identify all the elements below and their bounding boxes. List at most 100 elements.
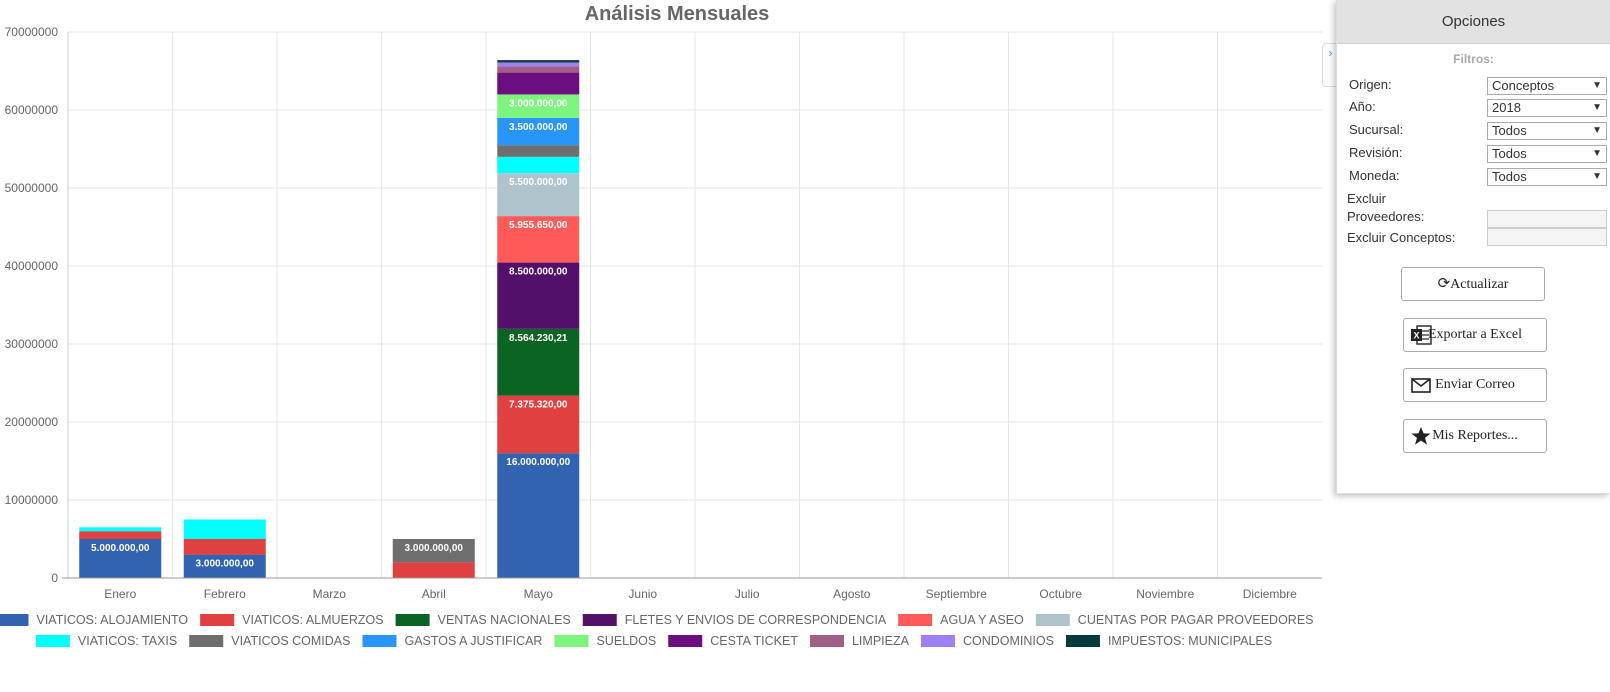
bar-segment[interactable] — [497, 453, 580, 578]
legend-item[interactable]: IMPUESTOS: MUNICIPALES — [1065, 634, 1272, 648]
bar-segment[interactable] — [392, 562, 475, 578]
excluir-conceptos-input[interactable] — [1487, 228, 1607, 246]
excluir-proveedores-input[interactable] — [1487, 210, 1607, 228]
svg-text:X: X — [1413, 331, 1419, 341]
x-tick-label: Febrero — [204, 587, 246, 601]
x-tick-label: Abril — [422, 587, 446, 601]
dropdown-arrow-icon: ▼ — [1592, 148, 1602, 159]
bar-segment[interactable] — [183, 519, 266, 540]
bar-segment[interactable] — [497, 60, 580, 63]
legend-item[interactable]: CESTA TICKET — [668, 634, 798, 648]
bar-segment[interactable] — [497, 395, 580, 454]
legend-swatch — [1065, 635, 1100, 647]
bar-segment[interactable] — [497, 145, 580, 157]
data-label: 3.000.000,00 — [509, 98, 568, 109]
legend-label: VIATICOS: TAXIS — [78, 634, 177, 648]
anio-label: Año: — [1349, 99, 1376, 114]
chart-title: Análisis Mensuales — [585, 3, 770, 25]
enviar-correo-button[interactable]: Enviar Correo — [1403, 368, 1547, 402]
exportar-excel-button[interactable]: X Exportar a Excel — [1403, 318, 1547, 352]
bar-segment[interactable] — [497, 117, 580, 146]
chart-axes: 0 10000000 20000000 30000000 40000000 5000000… — [5, 25, 1322, 601]
anio-select[interactable]: 2018 ▼ — [1487, 99, 1607, 117]
x-tick-label: Octubre — [1039, 587, 1082, 601]
legend-item[interactable]: VIATICOS COMIDAS — [189, 634, 350, 648]
actualizar-label: Actualizar — [1450, 277, 1509, 292]
legend-item[interactable]: CUENTAS POR PAGAR PROVEEDORES — [1035, 613, 1314, 627]
legend-label: VENTAS NACIONALES — [438, 613, 571, 627]
legend-swatch — [0, 614, 29, 626]
legend-item[interactable]: AGUA Y ASEO — [898, 613, 1024, 627]
data-label: 8.564.230,21 — [509, 333, 568, 344]
legend-item[interactable]: SUELDOS — [554, 634, 656, 648]
revision-label: Revisión: — [1349, 145, 1403, 160]
dropdown-arrow-icon: ▼ — [1592, 125, 1602, 136]
bar-segment[interactable] — [497, 262, 580, 329]
legend-item[interactable]: FLETES Y ENVIOS DE CORRESPONDENCIA — [582, 613, 887, 627]
bar-segment[interactable] — [392, 539, 475, 563]
anio-value: 2018 — [1492, 100, 1521, 115]
legend-swatch — [200, 614, 235, 626]
x-tick-label: Diciembre — [1243, 587, 1297, 601]
x-tick-label: Marzo — [313, 587, 347, 601]
bar-segment[interactable] — [183, 554, 266, 578]
revision-select[interactable]: Todos ▼ — [1487, 145, 1607, 163]
y-tick-label: 30000000 — [5, 337, 59, 351]
x-tick-label: Agosto — [833, 587, 871, 601]
y-tick-label: 20000000 — [5, 415, 59, 429]
legend-swatch — [898, 614, 933, 626]
legend-swatch — [1035, 614, 1070, 626]
x-tick-label: Enero — [104, 587, 136, 601]
legend-label: AGUA Y ASEO — [940, 613, 1024, 627]
legend-swatch — [920, 635, 955, 647]
bar-segment[interactable] — [497, 62, 580, 67]
bar-segment[interactable] — [497, 173, 580, 217]
origen-label: Origen: — [1349, 77, 1392, 92]
dropdown-arrow-icon: ▼ — [1592, 80, 1602, 91]
bar-segment[interactable] — [497, 328, 580, 396]
bar-segment[interactable] — [79, 531, 162, 539]
legend-swatch — [35, 635, 70, 647]
legend-item[interactable]: VIATICOS: TAXIS — [35, 634, 177, 648]
sucursal-select[interactable]: Todos ▼ — [1487, 122, 1607, 140]
x-tick-label: Septiembre — [926, 587, 988, 601]
chart-data-labels: 5.000.000,00 3.000.000,00 16.000.000,00 7.3… — [91, 98, 571, 569]
envelope-icon — [1411, 378, 1431, 393]
mis-reportes-button[interactable]: Mis Reportes... — [1403, 419, 1547, 453]
legend-item[interactable]: VIATICOS: ALMUERZOS — [200, 613, 384, 627]
legend-item[interactable]: VENTAS NACIONALES — [395, 613, 571, 627]
bar-segment[interactable] — [497, 156, 580, 174]
bar-segment[interactable] — [497, 94, 580, 118]
y-tick-label: 70000000 — [5, 25, 59, 39]
legend-label: CONDOMINIOS — [963, 634, 1054, 648]
moneda-value: Todos — [1492, 169, 1527, 184]
legend-item[interactable]: VIATICOS: ALOJAMIENTO — [0, 613, 188, 627]
legend-item[interactable]: CONDOMINIOS — [920, 634, 1054, 648]
legend-label: IMPUESTOS: MUNICIPALES — [1108, 634, 1272, 648]
data-label: 8.500.000,00 — [509, 267, 568, 278]
data-label: 3.500.000,00 — [509, 122, 568, 133]
actualizar-button[interactable]: ⟳Actualizar — [1401, 267, 1545, 301]
data-label: 16.000.000,00 — [506, 457, 570, 468]
bar-segment[interactable] — [79, 539, 162, 578]
y-tick-label: 10000000 — [5, 493, 59, 507]
data-label: 3.000.000,00 — [196, 559, 255, 570]
bar-segment[interactable] — [79, 527, 162, 532]
legend-item[interactable]: GASTOS A JUSTIFICAR — [362, 634, 542, 648]
revision-value: Todos — [1492, 146, 1527, 161]
legend-label: LIMPIEZA — [852, 634, 910, 648]
excluir-proveedores-label-line1: Excluir — [1347, 191, 1387, 206]
legend-swatch — [554, 635, 589, 647]
bar-segment[interactable] — [183, 539, 266, 555]
moneda-select[interactable]: Todos ▼ — [1487, 168, 1607, 186]
chevron-right-icon[interactable]: › — [1322, 43, 1338, 87]
bar-segment[interactable] — [497, 216, 580, 263]
legend-item[interactable]: LIMPIEZA — [809, 634, 910, 648]
legend-swatch — [809, 635, 844, 647]
legend-swatch — [189, 635, 224, 647]
legend-label: VIATICOS: ALOJAMIENTO — [36, 613, 188, 627]
bar-segment[interactable] — [497, 66, 580, 73]
filters-title: Filtros: — [1453, 52, 1494, 66]
origen-select[interactable]: Conceptos ▼ — [1487, 77, 1607, 95]
bar-segment[interactable] — [497, 72, 580, 95]
